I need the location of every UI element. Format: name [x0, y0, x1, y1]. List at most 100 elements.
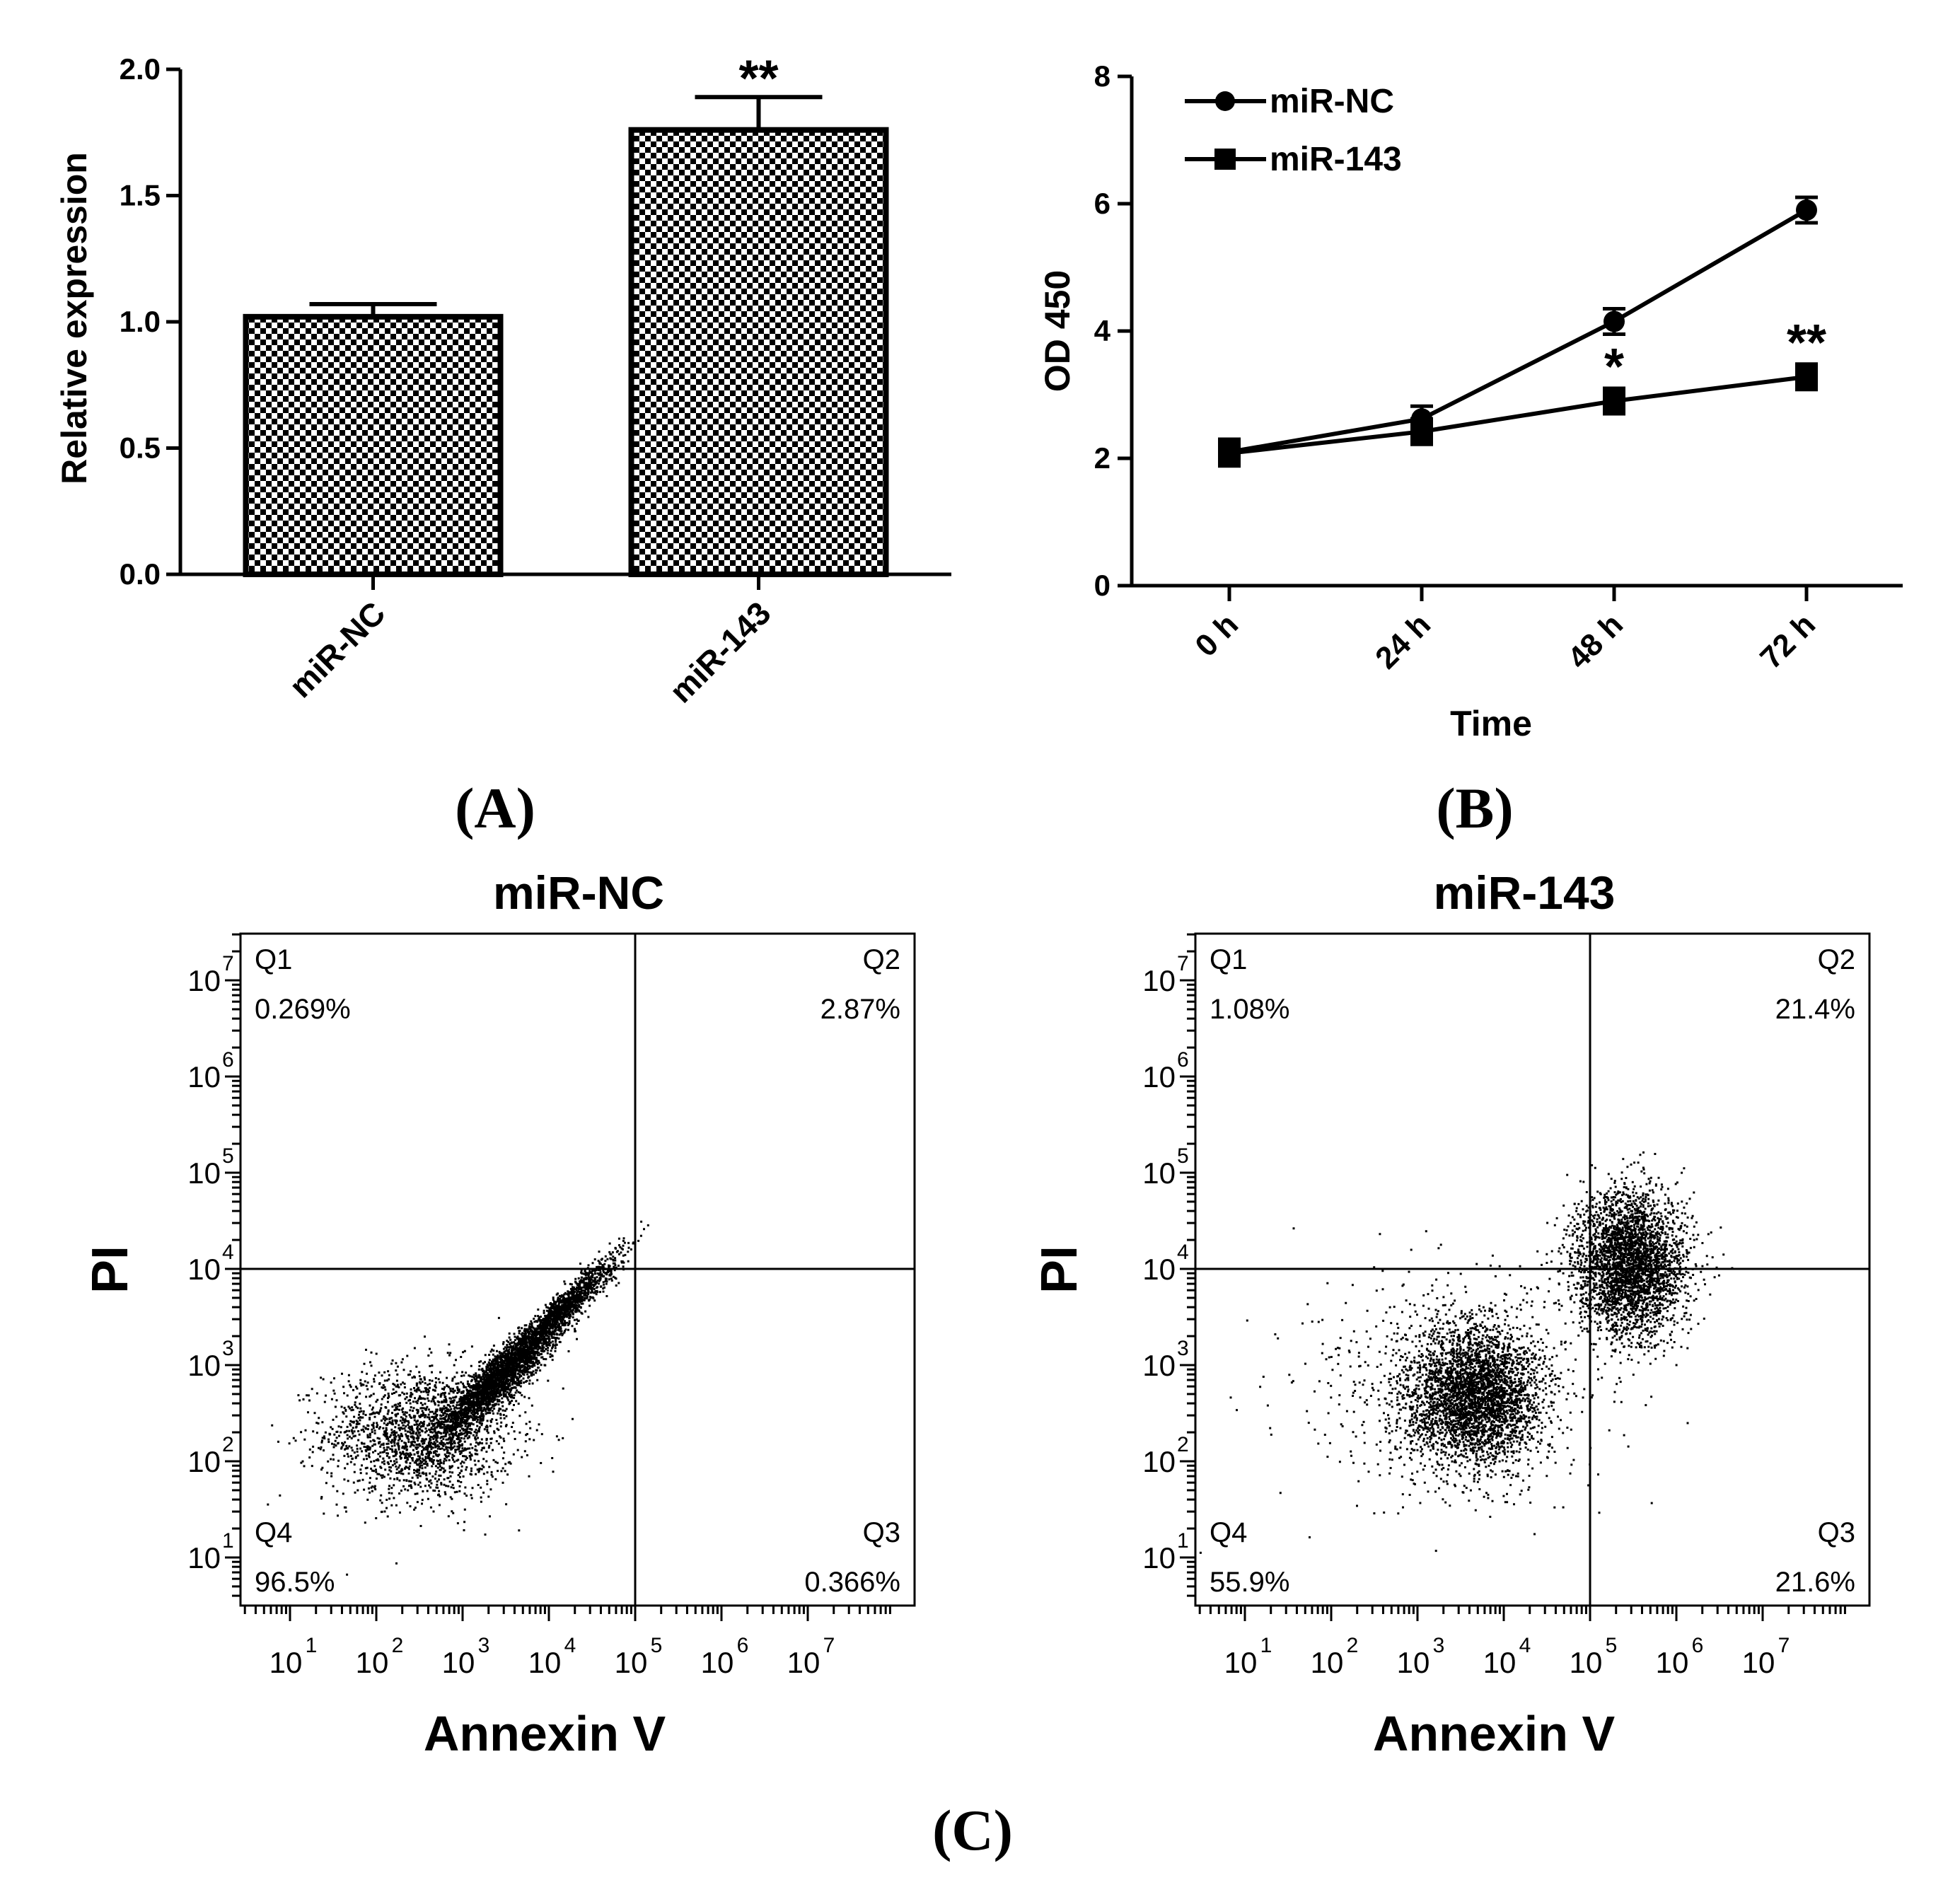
y-tick-label: 4: [1094, 314, 1111, 347]
legend-label: miR-143: [1270, 141, 1402, 178]
quadrant-percentage-Q3: 0.366%: [804, 1567, 900, 1598]
flow-plot-x-axis-label: Annexin V: [424, 1706, 666, 1761]
x-tick-label: 72 h: [1753, 607, 1822, 675]
x-decade-exponent: 5: [1606, 1634, 1618, 1657]
data-point-miR-143: [1795, 365, 1818, 388]
quadrant-percentage-Q2: 2.87%: [820, 994, 900, 1025]
x-decade-label: 10: [356, 1646, 389, 1679]
data-point-miR-NC: [1796, 199, 1817, 221]
series-line-miR-143: [1229, 374, 1807, 456]
x-decade-exponent: 1: [1260, 1634, 1272, 1657]
y-decade-label: 10: [1142, 964, 1176, 997]
y-decade-exponent: 5: [222, 1144, 234, 1168]
x-decade-label: 10: [528, 1646, 562, 1679]
quadrant-name-Q1: Q1: [1210, 944, 1247, 975]
data-point-miR-143: [1410, 420, 1433, 443]
panel-b-legend: miR-NC miR-143: [1185, 83, 1402, 178]
y-decade-exponent: 4: [222, 1241, 234, 1264]
y-decade-label: 10: [187, 1349, 221, 1382]
quadrant-name-Q4: Q4: [255, 1517, 292, 1548]
data-point-miR-143: [1603, 390, 1625, 412]
x-decade-label: 10: [1656, 1646, 1689, 1679]
y-decade-exponent: 1: [222, 1529, 234, 1553]
quadrant-percentage-Q4: 55.9%: [1210, 1567, 1289, 1598]
event-dots: [267, 1220, 649, 1576]
y-decade-label: 10: [187, 964, 221, 997]
panel-a-label: (A): [455, 776, 535, 840]
quadrant-name-Q4: Q4: [1210, 1517, 1247, 1548]
y-decade-exponent: 7: [1177, 952, 1189, 975]
panel-a-y-axis-label: Relative expression: [54, 152, 94, 484]
x-decade-exponent: 6: [1692, 1634, 1704, 1657]
y-decade-exponent: 7: [222, 952, 234, 975]
x-decade-label: 10: [1483, 1646, 1517, 1679]
flow-plot-title: miR-143: [1434, 866, 1616, 919]
x-decade-exponent: 4: [564, 1634, 576, 1657]
x-decade-label: 10: [1397, 1646, 1430, 1679]
x-tick-label: 0 h: [1188, 607, 1245, 663]
x-tick-label: miR-143: [662, 594, 777, 709]
x-decade-label: 10: [787, 1646, 820, 1679]
y-decade-label: 10: [187, 1541, 221, 1574]
x-tick-label: 48 h: [1561, 607, 1630, 675]
y-decade-label: 10: [1142, 1349, 1176, 1382]
y-tick-label: 0: [1094, 569, 1111, 602]
x-decade-exponent: 1: [306, 1634, 318, 1657]
y-decade-label: 10: [187, 1445, 221, 1478]
significance-label: *: [1604, 339, 1624, 395]
significance-label: **: [738, 50, 778, 107]
flow-plot-y-axis-label: PI: [1031, 1246, 1088, 1294]
quadrant-name-Q3: Q3: [863, 1517, 900, 1548]
x-decade-label: 10: [1742, 1646, 1775, 1679]
y-decade-label: 10: [187, 1253, 221, 1286]
legend-marker: [1214, 149, 1236, 170]
x-decade-label: 10: [701, 1646, 734, 1679]
y-decade-exponent: 3: [1177, 1337, 1189, 1360]
flow-plot-area: 1011021031041051061071011021031041051061…: [1142, 932, 1871, 1679]
y-decade-exponent: 2: [222, 1433, 234, 1456]
y-decade-exponent: 5: [1177, 1144, 1189, 1168]
panel-c-label: (C): [932, 1798, 1013, 1862]
event-dots-path: [1199, 1151, 1734, 1554]
bar-miR-NC: [243, 313, 504, 577]
quadrant-percentage-Q2: 21.4%: [1775, 994, 1855, 1025]
y-tick-label: 6: [1094, 187, 1111, 220]
flow-plot-y-axis-label: PI: [82, 1246, 139, 1294]
y-tick-label: 1.5: [120, 179, 161, 212]
panel-c-flow-plot-mir-nc: miR-NC 101102103104105106107101102103104…: [82, 866, 916, 1761]
data-point-miR-NC: [1604, 311, 1625, 332]
x-decade-exponent: 7: [823, 1634, 835, 1657]
x-tick-label: miR-NC: [282, 594, 393, 704]
x-decade-exponent: 6: [737, 1634, 749, 1657]
quadrant-percentage-Q1: 1.08%: [1210, 994, 1289, 1025]
panel-a-bars: **: [243, 50, 889, 577]
data-point-miR-143: [1218, 441, 1241, 465]
y-decade-label: 10: [1142, 1060, 1176, 1093]
x-decade-exponent: 5: [651, 1634, 663, 1657]
quadrant-percentage-Q4: 96.5%: [255, 1567, 335, 1598]
panel-c-flow-plot-mir-143: miR-143 10110210310410510610710110210310…: [1031, 866, 1871, 1761]
flow-plot-title: miR-NC: [493, 866, 664, 919]
x-decade-exponent: 4: [1519, 1634, 1531, 1657]
x-decade-label: 10: [442, 1646, 475, 1679]
y-decade-label: 10: [187, 1156, 221, 1190]
y-decade-label: 10: [1142, 1445, 1176, 1478]
panel-a-bar-chart: 0.0 0.5 1.0 1.5 2.0 miR-NC miR-143 ** Relative…: [54, 50, 951, 840]
x-decade-exponent: 3: [478, 1634, 490, 1657]
event-dots: [1199, 1151, 1734, 1554]
y-decade-exponent: 2: [1177, 1433, 1189, 1456]
panel-b-x-axis-label: Time: [1450, 704, 1532, 743]
y-decade-label: 10: [1142, 1253, 1176, 1286]
event-dots-path: [267, 1220, 649, 1576]
y-tick-label: 0.5: [120, 431, 161, 465]
panel-b-y-axis-label: OD 450: [1038, 270, 1077, 392]
x-decade-exponent: 7: [1778, 1634, 1790, 1657]
flow-plot-area: 1011021031041051061071011021031041051061…: [187, 932, 916, 1679]
y-decade-exponent: 4: [1177, 1241, 1189, 1264]
legend-label: miR-NC: [1270, 83, 1394, 120]
y-tick-label: 2: [1094, 441, 1111, 475]
panel-b-label: (B): [1436, 776, 1513, 840]
y-decade-exponent: 6: [1177, 1048, 1189, 1072]
